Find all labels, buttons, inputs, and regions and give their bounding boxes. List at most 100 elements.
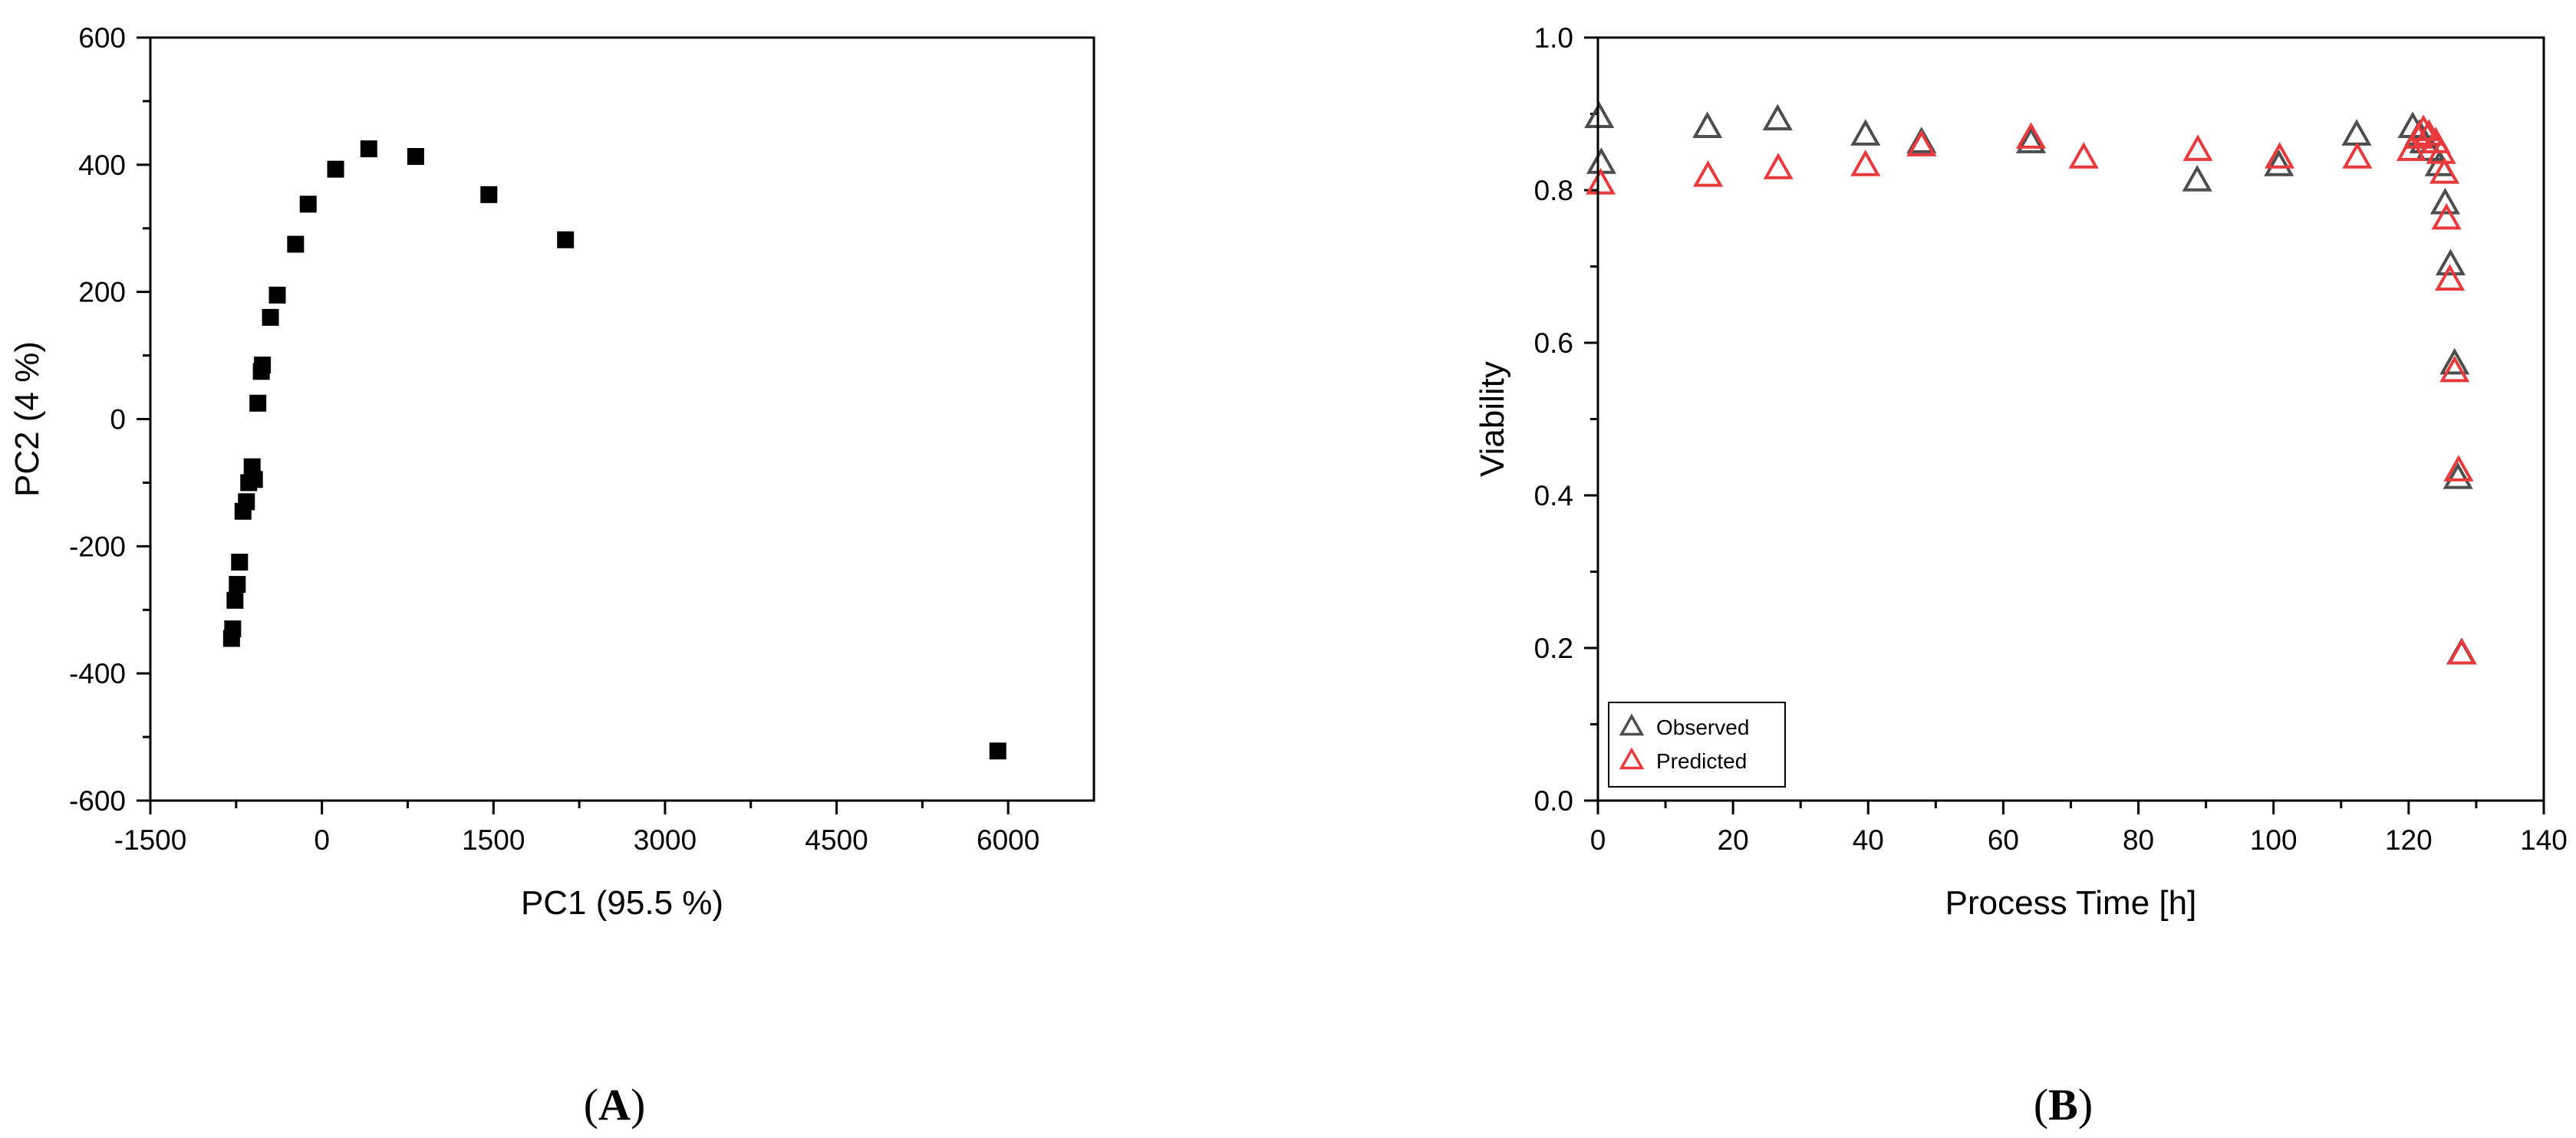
data-point xyxy=(299,196,317,213)
data-point xyxy=(254,357,272,374)
predicted-point xyxy=(2068,142,2099,169)
observed-point xyxy=(2439,347,2470,375)
y-tick-label: 0 xyxy=(110,404,126,436)
data-point xyxy=(407,148,424,166)
x-tick-label: 1500 xyxy=(462,824,525,856)
data-point xyxy=(226,591,244,609)
predicted-point xyxy=(2435,264,2466,291)
observed-point xyxy=(2429,187,2460,215)
x-tick-label: 20 xyxy=(1718,824,1749,856)
data-point xyxy=(557,231,575,248)
observed-point xyxy=(1692,111,1723,138)
panel-a-tick-labels: -1500 0 1500 3000 4500 6000 -600 -400 -200 0 200 40… xyxy=(69,22,1039,856)
x-tick-label: 6000 xyxy=(977,824,1039,856)
data-point xyxy=(262,308,279,326)
y-tick-label: -600 xyxy=(69,785,126,817)
panel-a-label: (A) xyxy=(584,1080,646,1130)
panel-a-ticks xyxy=(137,36,1010,814)
data-point xyxy=(989,742,1006,760)
x-tick-label: 0 xyxy=(314,824,330,856)
observed-point xyxy=(2264,150,2294,176)
panel-b-plot-frame xyxy=(1596,36,2545,802)
data-point xyxy=(245,471,263,488)
data-point xyxy=(268,286,286,304)
y-tick-label: 0.2 xyxy=(1534,633,1573,664)
predicted-point xyxy=(2182,134,2213,161)
x-tick-label: 100 xyxy=(2250,824,2298,856)
y-tick-label: 200 xyxy=(78,277,126,308)
legend-marker-predicted xyxy=(1619,747,1645,770)
data-point xyxy=(249,394,267,412)
panel-b-x-axis-title: Process Time [h] xyxy=(1945,884,2197,922)
observed-point xyxy=(2182,164,2212,192)
panel-b-points xyxy=(1584,101,2478,665)
data-point xyxy=(327,160,344,178)
y-tick-label: 0.4 xyxy=(1534,480,1573,511)
predicted-point xyxy=(1850,150,1881,176)
predicted-point xyxy=(2426,137,2456,164)
data-point xyxy=(238,493,255,511)
y-tick-label: 1.0 xyxy=(1534,22,1573,54)
observed-point xyxy=(1850,119,1881,146)
observed-point xyxy=(2015,127,2047,153)
legend-marker-observed xyxy=(1619,713,1645,736)
x-tick-label: 140 xyxy=(2520,824,2568,856)
panel-a-y-axis-title: PC2 (4 %) xyxy=(8,341,46,497)
predicted-point xyxy=(1906,130,1937,156)
data-point xyxy=(224,620,242,638)
observed-point xyxy=(2443,462,2473,489)
data-point xyxy=(231,554,249,571)
observed-point xyxy=(2341,119,2372,146)
x-tick-label: 80 xyxy=(2123,824,2154,856)
legend-label-predicted: Predicted xyxy=(1656,749,1747,773)
y-tick-label: 400 xyxy=(78,150,126,181)
x-tick-label: 0 xyxy=(1590,824,1606,856)
data-point xyxy=(360,140,377,158)
x-tick-label: 4500 xyxy=(805,824,868,856)
y-tick-label: -400 xyxy=(69,658,126,689)
predicted-point xyxy=(2446,637,2478,665)
y-tick-label: 600 xyxy=(78,22,126,54)
observed-point xyxy=(1586,147,1616,174)
observed-point xyxy=(2435,248,2466,276)
predicted-point xyxy=(2431,202,2462,230)
data-point xyxy=(243,458,261,475)
x-tick-label: -1500 xyxy=(114,824,187,856)
legend-box xyxy=(1608,702,1786,788)
panel-b-legend: Observed Predicted xyxy=(1608,702,1786,788)
panel-b-ticks xyxy=(1584,36,2545,814)
panel-a-x-axis-title: PC1 (95.5 %) xyxy=(521,884,723,922)
panel-a-chart: -1500 0 1500 3000 4500 6000 -600 -400 -200 0 200 40… xyxy=(8,22,1095,1130)
y-tick-label: 0.8 xyxy=(1534,175,1573,206)
x-tick-label: 120 xyxy=(2385,824,2433,856)
predicted-point xyxy=(1692,160,1724,187)
panel-b-y-axis-title: Viability xyxy=(1474,361,1511,477)
panel-b-chart: 0 20 40 60 80 100 120 140 0.0 0.2 0.4 0.6 0.8 1.0 Pro… xyxy=(1474,22,2568,1130)
predicted-point xyxy=(2429,157,2460,184)
y-tick-label: 0.0 xyxy=(1534,785,1573,817)
predicted-point xyxy=(1585,167,1616,195)
predicted-point xyxy=(1763,153,1794,179)
predicted-point xyxy=(2265,142,2295,169)
x-tick-label: 3000 xyxy=(634,824,697,856)
panel-a-points xyxy=(222,140,1006,760)
observed-point xyxy=(1762,104,1793,131)
observed-point xyxy=(1584,101,1615,129)
data-point xyxy=(287,235,305,253)
predicted-point xyxy=(2015,122,2047,149)
legend-label-observed: Observed xyxy=(1656,715,1749,739)
predicted-point xyxy=(2408,114,2439,141)
x-tick-label: 40 xyxy=(1853,824,1884,856)
y-tick-label: -200 xyxy=(69,531,126,562)
predicted-point xyxy=(2443,455,2474,482)
x-tick-label: 60 xyxy=(1988,824,2019,856)
panel-a-plot-frame xyxy=(149,36,1095,802)
data-point xyxy=(480,186,498,203)
y-tick-label: 0.6 xyxy=(1534,327,1573,359)
predicted-point xyxy=(2439,355,2470,383)
predicted-point xyxy=(2342,142,2373,169)
panel-b-label: (B) xyxy=(2034,1080,2093,1130)
panel-b-tick-labels: 0 20 40 60 80 100 120 140 0.0 0.2 0.4 0.6 0.8 1.0 xyxy=(1534,22,2568,856)
data-point xyxy=(229,576,246,594)
